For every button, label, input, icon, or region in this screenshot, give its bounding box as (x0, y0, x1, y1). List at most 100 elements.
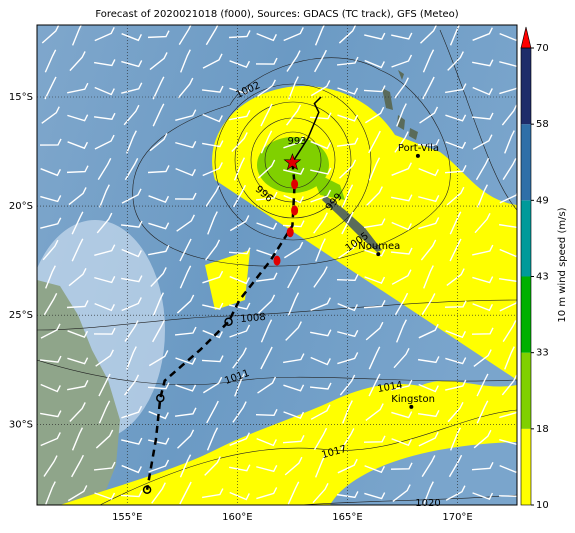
wind-barb (96, 212, 113, 234)
wind-barb (283, 194, 304, 204)
wind-barb (45, 265, 56, 289)
wind-barb (420, 239, 437, 261)
wind-barb (448, 454, 463, 478)
wind-barb (150, 267, 167, 288)
wind-barb (202, 302, 224, 310)
isobar-label: 1014 (377, 380, 404, 395)
wind-barb (392, 484, 411, 503)
wind-barb (421, 293, 436, 315)
wind-barb (284, 456, 303, 476)
wind-barb (229, 60, 251, 69)
wind-barb (476, 400, 489, 424)
wind-barb (66, 300, 89, 309)
wind-barb (391, 411, 413, 419)
wind-barb (472, 86, 493, 96)
land-new-caledonia (322, 195, 382, 252)
wind-barb (39, 138, 62, 146)
wind-barb (286, 50, 301, 72)
wind-barb (363, 85, 386, 93)
wind-barb (177, 77, 194, 99)
wind-barb (229, 324, 251, 338)
wind-barb (40, 168, 61, 177)
wind-barb (338, 24, 357, 44)
wind-barb (473, 429, 492, 449)
wind-barb (476, 373, 489, 397)
wind-barb (121, 464, 142, 474)
wind-barb (418, 383, 439, 393)
colorbar-tick-label: 10 (536, 500, 549, 511)
x-tick-label: 165°E (332, 512, 362, 523)
wind-barb (179, 481, 192, 505)
wind-barb (148, 195, 170, 204)
wind-barb (202, 329, 223, 339)
wind-barb (175, 141, 197, 149)
wind-barb (201, 85, 224, 93)
wind-barb (475, 157, 490, 181)
x-tick-label: 155°E (112, 512, 142, 523)
wind-barb (147, 165, 170, 174)
colorbar-tick-label: 18 (536, 424, 549, 435)
colorbar-tick-label: 58 (536, 119, 549, 130)
wind-barb (368, 157, 381, 181)
wind-barb (444, 164, 467, 174)
wind-barb (471, 112, 494, 120)
place-label: Port-Vila (398, 143, 439, 154)
wind-barb (67, 82, 89, 94)
wind-barb (365, 321, 384, 341)
wind-barb (94, 59, 116, 67)
wind-barb (229, 432, 250, 446)
wind-barb (229, 464, 251, 472)
wind-barb (39, 355, 62, 363)
wind-barb (283, 353, 305, 364)
wind-barb (315, 238, 326, 262)
wind-barb (474, 212, 491, 234)
wind-barb (40, 195, 62, 203)
wind-barb (69, 402, 86, 423)
wind-barb (444, 300, 467, 308)
colorbar-segment (521, 48, 531, 125)
wind-barb (391, 269, 412, 285)
wind-barb (67, 114, 89, 122)
wind-barb (149, 52, 168, 71)
wind-barb (391, 379, 413, 391)
wind-barb (445, 141, 467, 149)
colorbar-tick-label: 49 (536, 195, 549, 206)
wind-barb (148, 222, 170, 230)
wind-barb (282, 434, 305, 444)
colorbar-tick-label: 43 (536, 272, 549, 283)
wind-barb (202, 376, 223, 394)
wind-barb (364, 249, 386, 257)
wind-barb (174, 192, 197, 200)
wind-barb (68, 187, 87, 206)
wind-barb (229, 110, 251, 121)
wind-barb (341, 184, 354, 208)
wind-barb (418, 167, 439, 177)
wind-barb (449, 238, 462, 262)
wind-barb (283, 241, 304, 259)
wind-barb (40, 432, 61, 447)
colorbar-tick-label: 33 (536, 348, 549, 359)
wind-barb (472, 134, 493, 150)
wind-barb (391, 32, 413, 40)
wind-barb (283, 411, 305, 419)
wind-barb (255, 408, 278, 416)
wind-barb (94, 303, 115, 312)
wind-barb (419, 106, 439, 124)
isobar-label: 993 (287, 136, 306, 147)
wind-barb (337, 114, 359, 122)
wind-barb (94, 86, 115, 96)
wind-barb (499, 296, 520, 312)
place-dot (376, 252, 381, 257)
wind-barb (93, 327, 116, 335)
wind-barb (314, 454, 326, 478)
wind-barb (180, 49, 191, 73)
wind-barb (471, 462, 494, 471)
wind-barb (121, 437, 143, 445)
wind-barb (501, 104, 518, 126)
wind-barb (446, 186, 465, 206)
wind-barb (67, 380, 89, 391)
wind-barb (204, 456, 221, 476)
wind-barb (93, 112, 116, 120)
wind-barb (341, 211, 354, 235)
wind-barb (391, 162, 412, 176)
